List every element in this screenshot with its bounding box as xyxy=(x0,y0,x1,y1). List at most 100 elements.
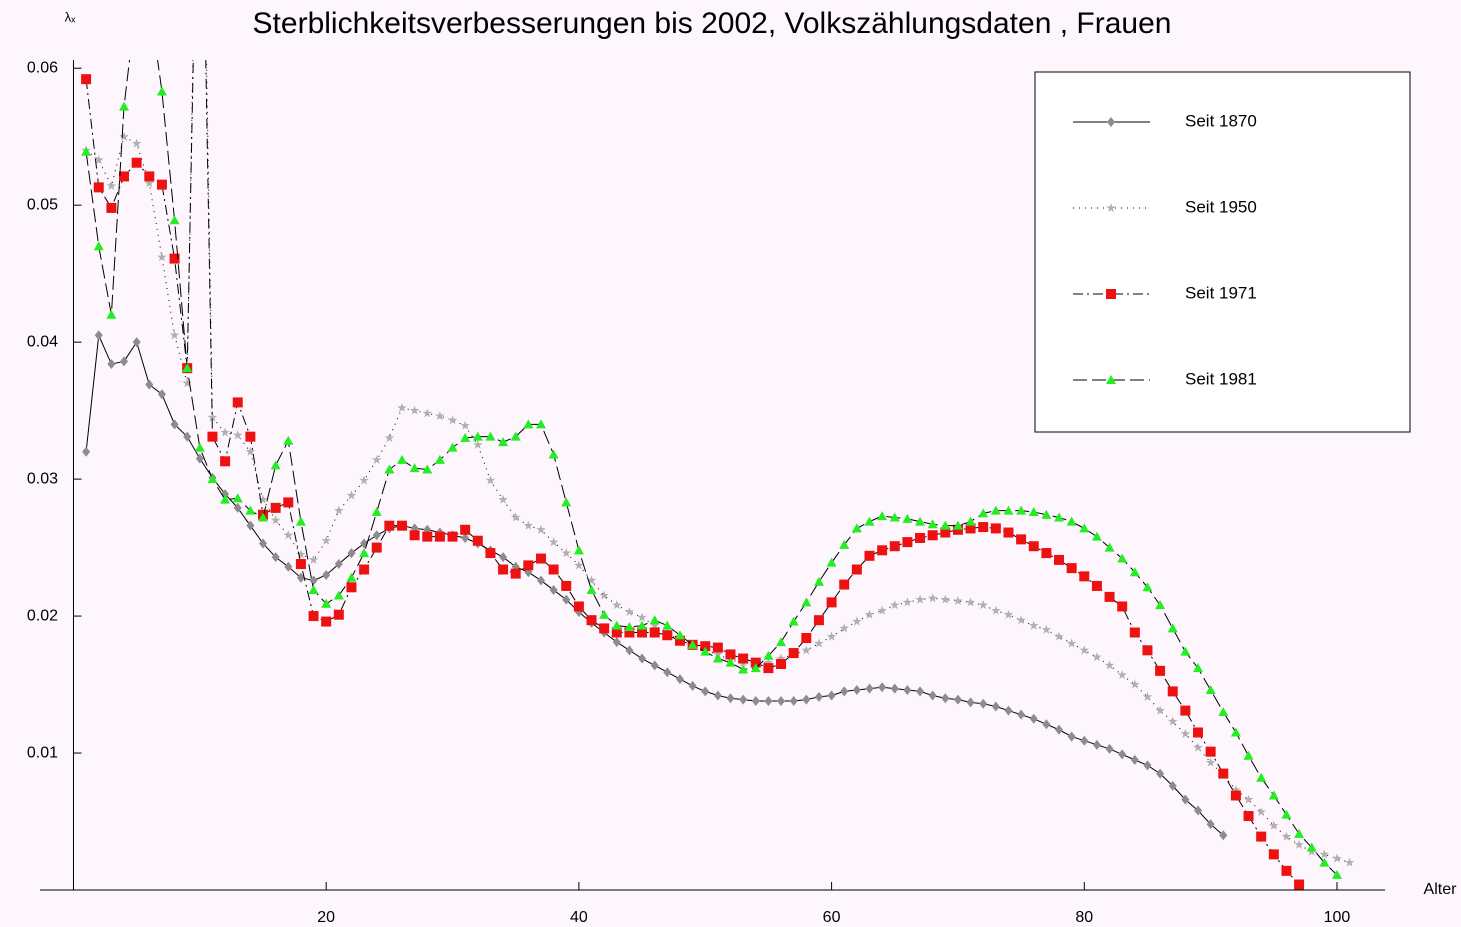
marker xyxy=(713,690,722,701)
marker xyxy=(940,520,951,530)
marker xyxy=(801,645,812,655)
marker xyxy=(156,179,167,190)
legend-marker xyxy=(1106,289,1116,299)
marker xyxy=(864,516,875,526)
marker xyxy=(687,639,698,649)
marker xyxy=(1319,857,1330,867)
marker xyxy=(1129,567,1140,577)
marker xyxy=(132,337,141,348)
marker xyxy=(1205,685,1216,695)
marker xyxy=(296,549,306,559)
marker xyxy=(1066,516,1077,526)
marker xyxy=(384,433,395,443)
marker xyxy=(1181,794,1190,805)
x-tick-label: 40 xyxy=(570,909,588,926)
marker xyxy=(1218,706,1229,716)
marker xyxy=(1129,627,1140,638)
marker xyxy=(473,439,483,449)
y-tick-label: 0.04 xyxy=(27,333,58,350)
marker xyxy=(763,657,774,667)
marker xyxy=(232,493,243,503)
marker xyxy=(1079,523,1090,533)
marker xyxy=(776,653,786,663)
marker xyxy=(1243,811,1254,822)
marker xyxy=(1167,716,1178,726)
marker xyxy=(1028,541,1039,552)
marker xyxy=(1269,820,1279,830)
marker xyxy=(270,502,281,513)
marker xyxy=(371,454,382,464)
legend-label: Seit 1870 xyxy=(1185,111,1257,130)
marker xyxy=(499,552,508,563)
marker xyxy=(586,575,597,585)
marker xyxy=(333,590,344,600)
marker xyxy=(1066,638,1077,648)
marker xyxy=(384,520,395,531)
marker xyxy=(852,616,862,626)
marker xyxy=(624,606,635,617)
marker xyxy=(1331,869,1342,879)
marker xyxy=(965,523,976,534)
marker xyxy=(599,590,609,600)
marker xyxy=(498,564,509,575)
marker xyxy=(777,695,786,706)
marker xyxy=(890,600,900,610)
marker xyxy=(674,630,685,640)
marker xyxy=(1042,719,1051,730)
marker xyxy=(788,616,799,626)
marker xyxy=(638,653,647,664)
marker xyxy=(1243,750,1254,760)
marker xyxy=(295,559,306,570)
marker xyxy=(233,502,242,513)
marker xyxy=(851,564,862,575)
marker xyxy=(1206,819,1215,830)
marker xyxy=(447,531,458,542)
marker xyxy=(1003,609,1014,619)
marker xyxy=(1029,713,1038,724)
marker xyxy=(1180,705,1191,716)
marker xyxy=(612,637,621,648)
marker xyxy=(1041,548,1052,559)
marker xyxy=(776,659,787,670)
marker xyxy=(1104,542,1115,552)
marker xyxy=(1218,768,1229,779)
marker xyxy=(346,572,357,582)
marker xyxy=(258,512,269,522)
marker xyxy=(1155,705,1165,715)
marker xyxy=(1193,742,1203,752)
marker xyxy=(1168,780,1177,791)
marker xyxy=(813,615,824,626)
y-tick-label: 0.03 xyxy=(27,470,58,487)
marker xyxy=(144,0,154,4)
marker xyxy=(270,515,281,525)
marker xyxy=(738,664,749,674)
marker xyxy=(81,146,92,156)
marker xyxy=(1268,790,1279,800)
marker xyxy=(157,389,166,400)
marker xyxy=(334,505,344,515)
marker xyxy=(308,611,319,622)
marker xyxy=(966,697,975,708)
marker xyxy=(372,530,381,541)
marker xyxy=(1105,743,1114,754)
marker xyxy=(131,138,142,148)
marker xyxy=(409,530,420,541)
marker xyxy=(1143,760,1152,771)
marker xyxy=(371,542,382,553)
marker xyxy=(169,330,180,340)
marker xyxy=(1003,505,1014,515)
marker xyxy=(207,474,218,484)
marker xyxy=(991,605,1001,615)
marker xyxy=(586,585,597,595)
legend-label: Seit 1950 xyxy=(1185,197,1257,216)
marker xyxy=(1306,842,1317,852)
marker xyxy=(498,494,508,504)
marker xyxy=(246,520,255,531)
marker xyxy=(1041,509,1052,519)
marker xyxy=(321,616,332,627)
marker xyxy=(1294,839,1304,849)
y-tick-label: 0.01 xyxy=(27,744,58,761)
marker xyxy=(1028,620,1039,630)
marker xyxy=(322,569,331,580)
y-axis-label: λₓ xyxy=(65,9,77,24)
